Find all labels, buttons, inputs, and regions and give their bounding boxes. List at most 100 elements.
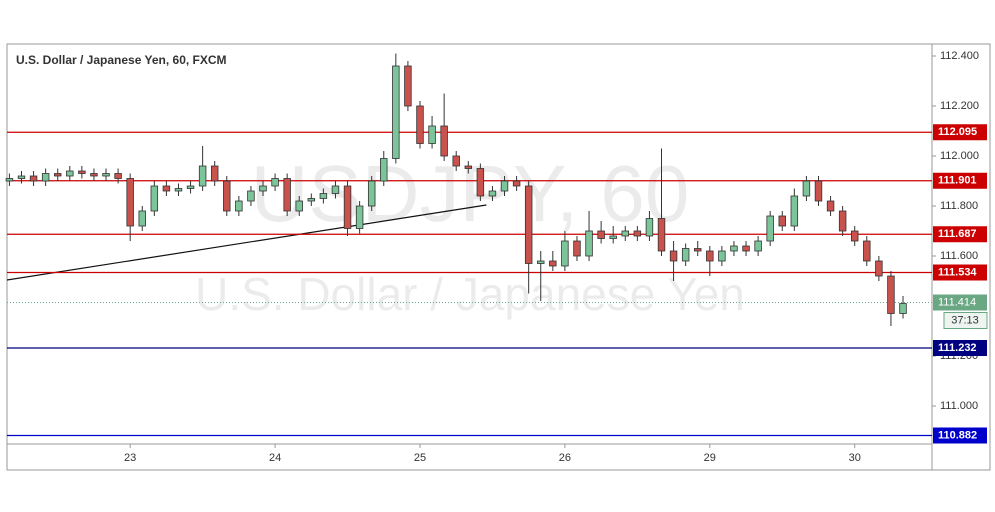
candle (271, 173, 279, 191)
candle-body (331, 185, 340, 194)
candle (416, 101, 424, 149)
level-label: 110.882 (938, 429, 977, 441)
candle-body (271, 178, 279, 187)
candle (863, 236, 871, 266)
level-label: 112.095 (938, 126, 977, 138)
candle-body (597, 230, 605, 239)
candle-body (645, 218, 654, 237)
candle-body (669, 250, 678, 262)
candle-body (863, 240, 871, 262)
candle (500, 176, 509, 196)
candle-body (500, 180, 509, 192)
candle (826, 196, 835, 216)
candle-body (247, 190, 255, 202)
candle (657, 148, 666, 256)
candle-body (875, 260, 883, 277)
current-price-box (933, 294, 987, 311)
candle (5, 173, 14, 186)
candle (754, 236, 762, 256)
candle (295, 196, 303, 216)
candle-body (367, 180, 376, 207)
watermark-subtitle: U.S. Dollar / Japanese Yen (195, 268, 745, 320)
x-tick-label: 24 (269, 452, 281, 464)
y-tick-label: 112.400 (940, 50, 979, 62)
candle (585, 211, 593, 261)
candle (440, 93, 448, 161)
candle-body (488, 190, 497, 197)
level-label-box (933, 124, 987, 141)
candle-body (573, 240, 581, 257)
candle-body (29, 175, 38, 182)
candle (875, 256, 883, 281)
candle-body (452, 155, 460, 167)
candle (380, 151, 388, 186)
candle-body (392, 65, 400, 159)
candle (428, 116, 436, 149)
candle-body (66, 170, 74, 177)
chart-title: U.S. Dollar / Japanese Yen, 60, FXCM (16, 53, 227, 67)
candle (331, 181, 340, 199)
candle (307, 193, 316, 206)
candle-body (162, 185, 171, 192)
candle-body (259, 185, 267, 192)
x-tick-label: 29 (704, 452, 716, 464)
candle-body (283, 178, 291, 212)
candle (223, 176, 231, 216)
candle-body (476, 168, 485, 197)
frame (6, 43, 991, 471)
candle-body (718, 250, 726, 262)
candle-body (657, 218, 666, 252)
candle (126, 173, 134, 241)
candle (512, 176, 521, 191)
candle (537, 251, 545, 301)
candle (114, 168, 122, 184)
candle (29, 171, 38, 186)
candle-body (802, 180, 811, 197)
candle-body (404, 65, 412, 107)
candle (210, 161, 219, 186)
candle-body (633, 230, 642, 237)
candle (694, 241, 702, 256)
candle-body (319, 193, 328, 199)
candle-body (512, 180, 521, 187)
candle-body (621, 230, 629, 237)
candle-body (17, 175, 26, 179)
candle-body (887, 275, 895, 314)
x-tick-label: 23 (124, 452, 136, 464)
candle-body (899, 303, 907, 314)
candle (488, 186, 497, 201)
candle (645, 211, 654, 241)
candle (235, 196, 243, 216)
candle (561, 231, 569, 271)
candle-body (5, 178, 14, 182)
countdown-box (943, 312, 988, 329)
watermark-text: USDJPY, 60 (251, 149, 690, 238)
candle (681, 243, 690, 266)
candle-body (138, 210, 146, 227)
candle-body (549, 260, 557, 267)
candle-body (90, 173, 98, 177)
candle-body (150, 185, 159, 212)
level-label: 111.534 (938, 266, 977, 278)
candle (621, 226, 629, 241)
current-price-label: 111.414 (938, 296, 976, 308)
candle (404, 61, 412, 111)
candle-body (295, 200, 303, 212)
level-label-box (933, 172, 987, 189)
candle (259, 181, 267, 196)
candle (706, 246, 714, 276)
candle (102, 168, 110, 181)
candle-body (537, 260, 545, 264)
candle (283, 173, 291, 216)
candle-body (609, 235, 617, 239)
countdown-label: 37:13 (951, 314, 979, 326)
candle (452, 151, 460, 171)
candle (66, 166, 74, 181)
candle-body (814, 180, 823, 202)
candle-body (766, 215, 774, 242)
candle (343, 181, 352, 236)
candle (549, 251, 557, 271)
candle-body (428, 125, 436, 144)
candle (53, 168, 62, 181)
level-label: 111.901 (938, 175, 977, 187)
